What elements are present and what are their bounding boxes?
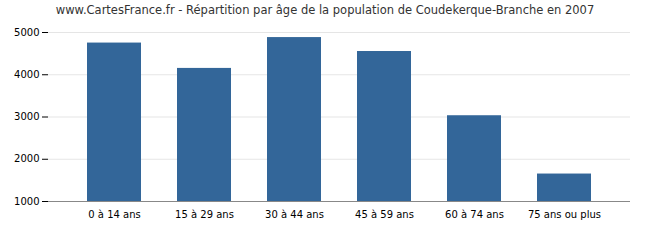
svg-text:5000: 5000 [14, 27, 39, 38]
svg-text:45 à 59 ans: 45 à 59 ans [355, 209, 414, 220]
svg-text:0 à 14 ans: 0 à 14 ans [88, 209, 140, 220]
svg-text:1000: 1000 [14, 196, 39, 207]
svg-text:2000: 2000 [14, 153, 39, 164]
svg-text:60 à 74 ans: 60 à 74 ans [445, 209, 504, 220]
svg-text:4000: 4000 [14, 69, 39, 80]
svg-text:75 ans ou plus: 75 ans ou plus [528, 209, 601, 220]
svg-text:15 à 29 ans: 15 à 29 ans [175, 209, 234, 220]
html-text:www.CartesFrance.fr - Répartit: www.CartesFrance.fr - Répartition par âg… [55, 3, 595, 17]
svg-text:30 à 44 ans: 30 à 44 ans [265, 209, 324, 220]
svg-text:3000: 3000 [14, 111, 39, 122]
